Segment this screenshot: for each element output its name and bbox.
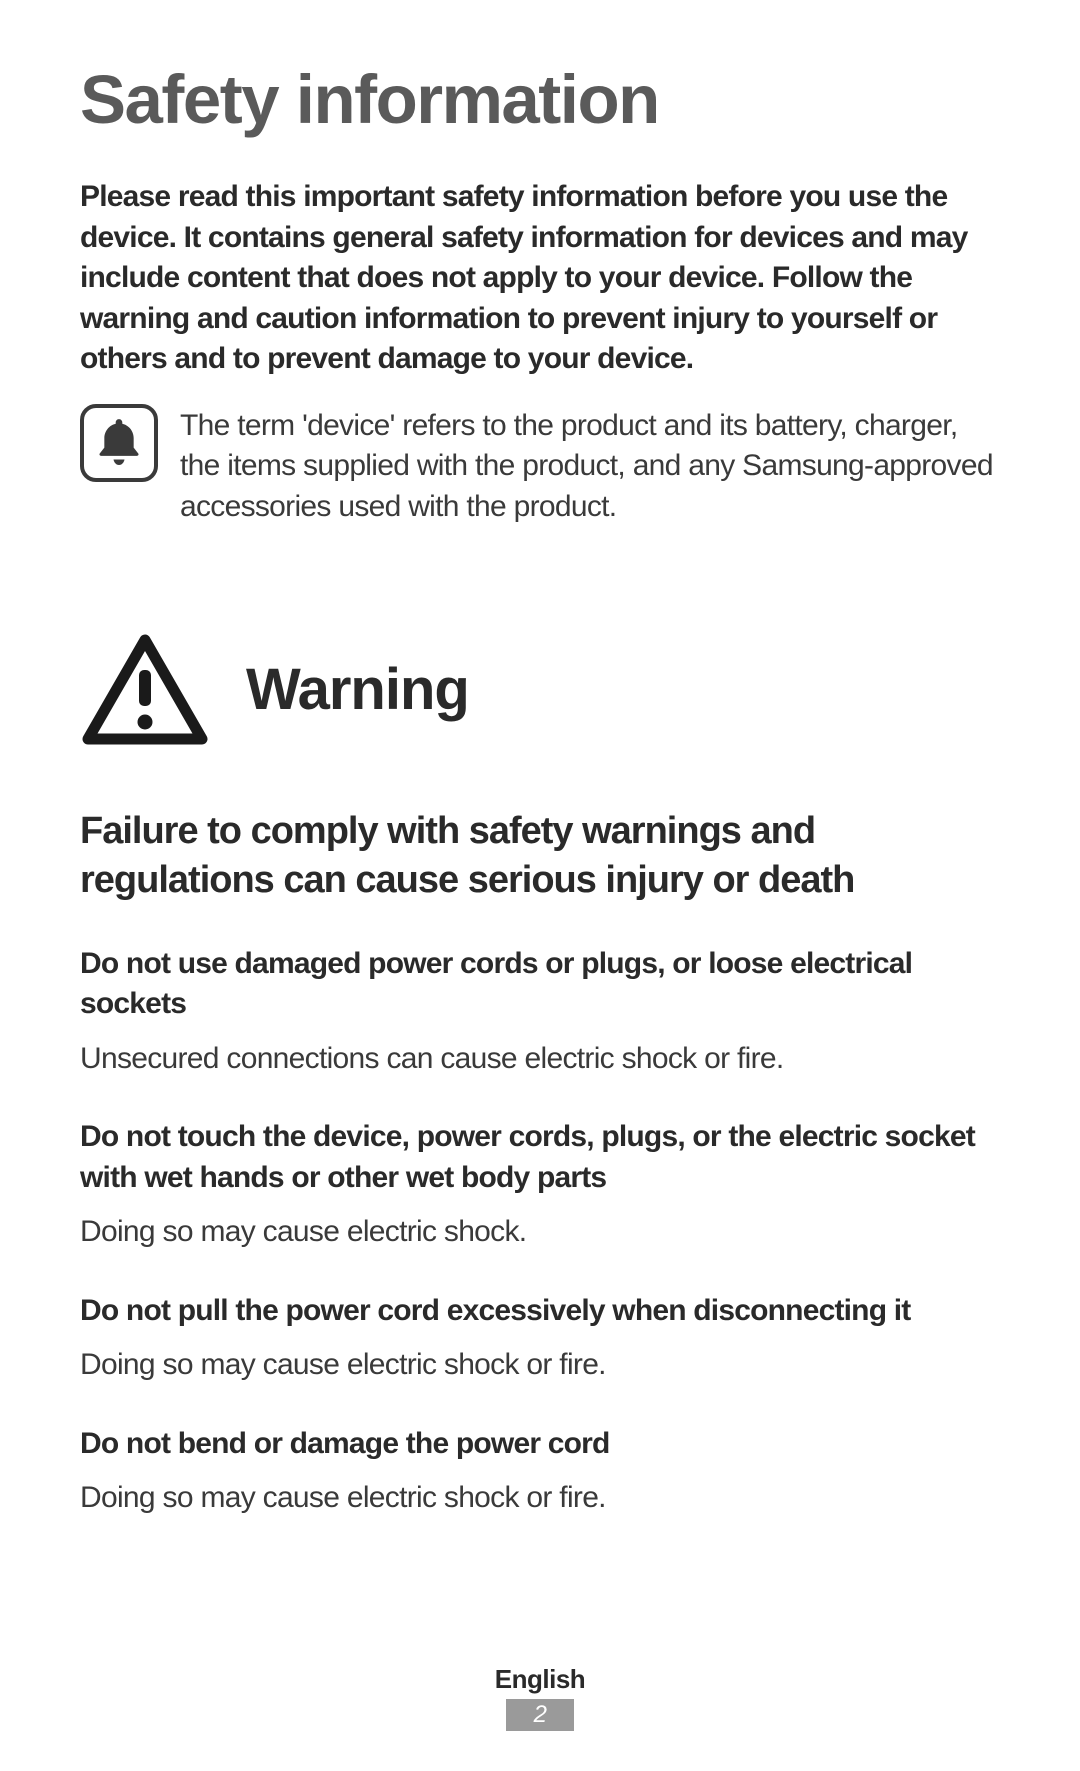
safety-item-body: Doing so may cause electric shock or fir… (80, 1478, 1000, 1519)
safety-item-heading: Do not pull the power cord excessively w… (80, 1291, 1000, 1332)
page-title: Safety information (80, 60, 1000, 139)
safety-item-body: Doing so may cause electric shock or fir… (80, 1345, 1000, 1386)
intro-paragraph: Please read this important safety inform… (80, 177, 1000, 380)
warning-header: Warning (80, 632, 1000, 747)
footer-page-number: 2 (506, 1699, 575, 1731)
safety-item-heading: Do not use damaged power cords or plugs,… (80, 944, 1000, 1025)
page-footer: English 2 (0, 1664, 1080, 1731)
warning-title: Warning (246, 656, 469, 723)
safety-item-body: Unsecured connections can cause electric… (80, 1039, 1000, 1080)
safety-item-heading: Do not bend or damage the power cord (80, 1424, 1000, 1465)
warning-triangle-icon (80, 632, 210, 747)
warning-subheading: Failure to comply with safety warnings a… (80, 807, 1000, 906)
safety-item-heading: Do not touch the device, power cords, pl… (80, 1117, 1000, 1198)
note-text: The term 'device' refers to the product … (180, 404, 1000, 528)
safety-item-body: Doing so may cause electric shock. (80, 1212, 1000, 1253)
bell-icon (80, 404, 158, 482)
footer-language: English (0, 1664, 1080, 1695)
note-block: The term 'device' refers to the product … (80, 404, 1000, 528)
